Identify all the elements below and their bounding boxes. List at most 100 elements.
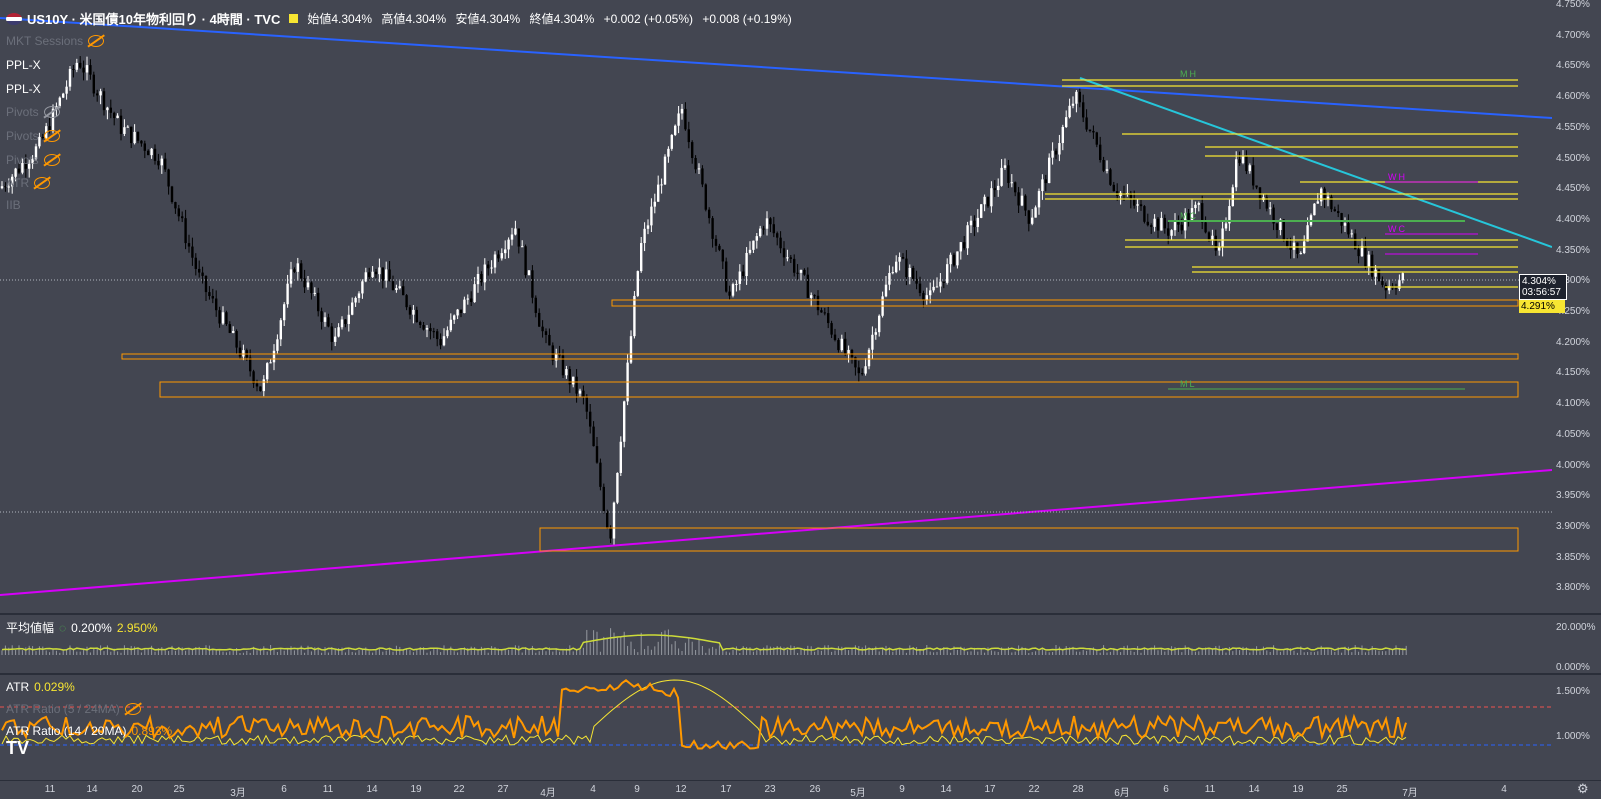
avg-range-pane[interactable]: 平均値幅 ◌ 0.200% 2.950% <box>0 615 1552 673</box>
atr-pane[interactable]: ATR 0.029% ATR Ratio (5 / 24MA) ATR Rati… <box>0 675 1552 779</box>
candle-body <box>351 302 354 315</box>
candle-body <box>184 218 187 244</box>
hidden-eye-icon[interactable] <box>43 106 60 118</box>
candle-body <box>986 196 990 207</box>
atr-ratio-14-legend[interactable]: ATR Ratio (14 / 20MA) 0.893% <box>6 724 173 738</box>
time-axis[interactable]: 11 14 20 25 3月 6 11 14 19 22 27 4月 4 9 12 17 23 26 5月 9 14 17… <box>0 780 1601 799</box>
candle-body <box>578 390 582 394</box>
candle-body <box>939 281 942 287</box>
time-label: 3月 <box>230 788 246 799</box>
avg-range-legend[interactable]: 平均値幅 ◌ 0.200% 2.950% <box>6 619 158 636</box>
candle-body <box>381 267 384 281</box>
candle-body <box>861 373 864 375</box>
candle-body <box>476 274 480 285</box>
hidden-eye-icon[interactable] <box>34 177 51 189</box>
pane-separator[interactable] <box>0 673 1601 675</box>
price-chart-pane[interactable] <box>0 0 1552 613</box>
candle-body <box>650 206 653 226</box>
candle-body <box>1360 245 1364 257</box>
candle-body <box>153 148 157 161</box>
candle-body <box>201 272 204 276</box>
candle-body <box>1085 117 1088 130</box>
candle-body <box>1364 245 1367 267</box>
candle-body <box>337 327 340 337</box>
avg-range-canvas[interactable] <box>0 615 1552 673</box>
time-label: 23 <box>764 784 776 795</box>
candle-body <box>211 296 214 299</box>
candle-body <box>412 309 415 315</box>
candle-body <box>255 383 259 387</box>
trendline-blue <box>0 17 1552 119</box>
candle-body <box>1350 233 1353 235</box>
candle-body <box>1384 284 1387 291</box>
candle-body <box>1252 165 1255 186</box>
candle-body <box>1082 102 1085 118</box>
time-label: 14 <box>940 784 952 795</box>
candle-body <box>262 379 265 392</box>
candle-body <box>915 278 918 284</box>
indicator-pivots-1[interactable]: Pivots <box>6 105 60 119</box>
hidden-eye-icon[interactable] <box>43 154 60 166</box>
indicator-oth[interactable]: ATR <box>6 176 51 190</box>
atr-ratio-5-legend[interactable]: ATR Ratio (5 / 24MA) <box>6 702 141 716</box>
candle-body <box>395 288 398 291</box>
candle-body <box>1031 217 1034 224</box>
candle-body <box>973 220 976 227</box>
symbol-legend[interactable]: US10Y · 米国債10年物利回り · 4時間 · TVC 始値4.304% … <box>6 9 798 28</box>
avg-range-axis[interactable] <box>1552 615 1601 673</box>
candle-body <box>765 218 769 229</box>
candle-body <box>1105 169 1109 171</box>
candle-body <box>21 163 24 173</box>
candle-body <box>606 511 609 528</box>
candle-body <box>1279 219 1282 231</box>
settings-gear-icon[interactable]: ⚙ <box>1577 781 1589 796</box>
time-label: 17 <box>720 784 732 795</box>
time-label: 4 <box>590 784 596 795</box>
candle-body <box>102 91 106 111</box>
candle-body <box>946 264 949 283</box>
candle-body <box>286 283 289 305</box>
candle-body <box>857 367 860 374</box>
candle-body <box>11 176 14 187</box>
hidden-eye-icon[interactable] <box>43 130 60 142</box>
candle-body <box>1027 210 1030 224</box>
candle-body <box>708 209 711 219</box>
indicator-iib[interactable]: IIB <box>6 198 21 212</box>
candle-body <box>1320 188 1323 202</box>
candle-body <box>221 312 225 324</box>
pane-separator[interactable] <box>0 613 1601 615</box>
candle-body <box>949 254 952 265</box>
candle-body <box>1211 235 1214 240</box>
candle-body <box>1160 217 1163 231</box>
candle-body <box>609 527 612 539</box>
price-tick: 4.350% <box>1556 244 1590 256</box>
atr-axis[interactable] <box>1552 675 1601 779</box>
indicator-pivots-2[interactable]: Pivots <box>6 129 60 143</box>
candle-body <box>500 253 503 259</box>
hidden-eye-icon[interactable] <box>124 703 141 715</box>
candle-body <box>636 271 639 296</box>
atr-legend[interactable]: ATR 0.029% <box>6 680 75 694</box>
candle-body <box>136 131 140 141</box>
candle-body <box>1071 103 1075 106</box>
symbol-title[interactable]: US10Y · 米国債10年物利回り · 4時間 · TVC <box>27 12 281 27</box>
candle-body <box>997 185 1000 191</box>
candle-body <box>174 202 177 209</box>
candle-body <box>629 336 633 363</box>
candle-body <box>565 369 568 376</box>
indicator-ppl-2[interactable]: PPL-X <box>6 82 41 96</box>
candle-body <box>901 257 905 259</box>
hidden-eye-icon[interactable] <box>88 35 105 47</box>
candle-body <box>1306 225 1309 242</box>
indicator-ppl-1[interactable]: PPL-X <box>6 58 41 72</box>
indicator-pivots-3[interactable]: Pivots <box>6 153 60 167</box>
atr-canvas[interactable] <box>0 675 1552 779</box>
candle-body <box>942 281 945 283</box>
price-chart-canvas[interactable] <box>0 0 1552 613</box>
candle-body <box>167 169 170 187</box>
indicator-mkt-sessions[interactable]: MKT Sessions <box>6 34 105 48</box>
candle-body <box>959 242 962 252</box>
avg-tick-bottom: 0.000% <box>1556 662 1590 673</box>
tradingview-logo[interactable]: TV <box>6 738 30 758</box>
candle-body <box>813 295 816 297</box>
